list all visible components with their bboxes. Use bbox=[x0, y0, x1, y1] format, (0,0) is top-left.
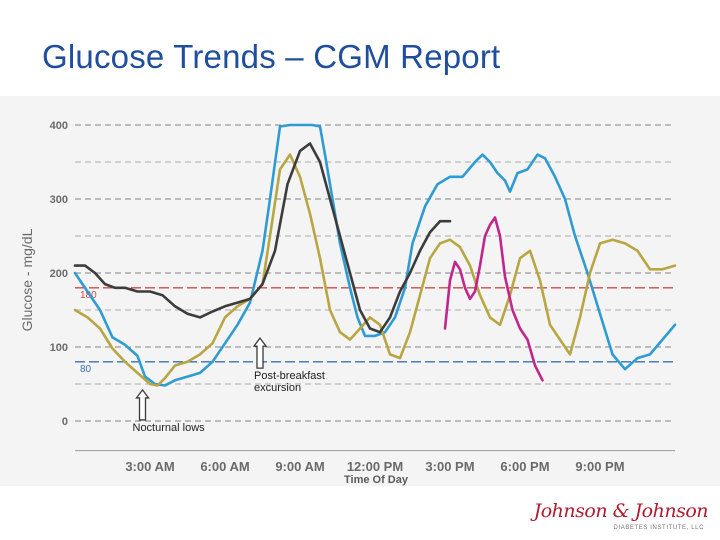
y-axis-title: Glucose - mg/dL bbox=[19, 228, 35, 331]
x-tick-label: 3:00 AM bbox=[125, 459, 174, 474]
x-axis-title: Time Of Day bbox=[344, 474, 409, 486]
header-band bbox=[0, 0, 720, 96]
reference-line-label: 80 bbox=[80, 364, 92, 375]
y-tick-label: 300 bbox=[50, 194, 68, 206]
arrow-shape bbox=[135, 388, 150, 421]
annotation-label: excursion bbox=[254, 382, 301, 394]
footer bbox=[0, 486, 720, 540]
series-line bbox=[73, 123, 677, 387]
x-tick-label: 6:00 PM bbox=[500, 459, 549, 474]
y-axis-ticks: 0 100 200 300 400 bbox=[50, 120, 68, 428]
x-tick-label: 6:00 AM bbox=[200, 459, 249, 474]
series-line bbox=[73, 142, 452, 334]
company-logo: Johnson & Johnson bbox=[533, 500, 709, 522]
y-tick-label: 400 bbox=[50, 120, 68, 132]
chart-series bbox=[73, 123, 677, 387]
x-tick-label: 9:00 PM bbox=[575, 459, 624, 474]
x-tick-label: 9:00 AM bbox=[275, 459, 324, 474]
x-tick-label: 12:00 PM bbox=[347, 459, 403, 474]
y-tick-label: 0 bbox=[62, 416, 68, 428]
chart-gridlines bbox=[75, 124, 675, 452]
annotation-label: Nocturnal lows bbox=[133, 422, 206, 434]
series-line bbox=[73, 153, 677, 387]
x-axis-ticks: 3:00 AM 6:00 AM 9:00 AM 12:00 PM 3:00 PM 6:00… bbox=[125, 459, 624, 474]
company-logo-subline: DIABETES INSTITUTE, LLC bbox=[613, 525, 704, 531]
series-line bbox=[443, 216, 544, 382]
slide-title: Glucose Trends – CGM Report bbox=[42, 38, 501, 75]
x-tick-label: 3:00 PM bbox=[425, 459, 474, 474]
annotation-label: Post-breakfast bbox=[254, 370, 325, 382]
annotation-arrow: Nocturnal lows bbox=[133, 388, 206, 434]
arrow-shape bbox=[252, 337, 268, 369]
y-tick-label: 100 bbox=[50, 342, 68, 354]
y-tick-label: 200 bbox=[50, 268, 68, 280]
